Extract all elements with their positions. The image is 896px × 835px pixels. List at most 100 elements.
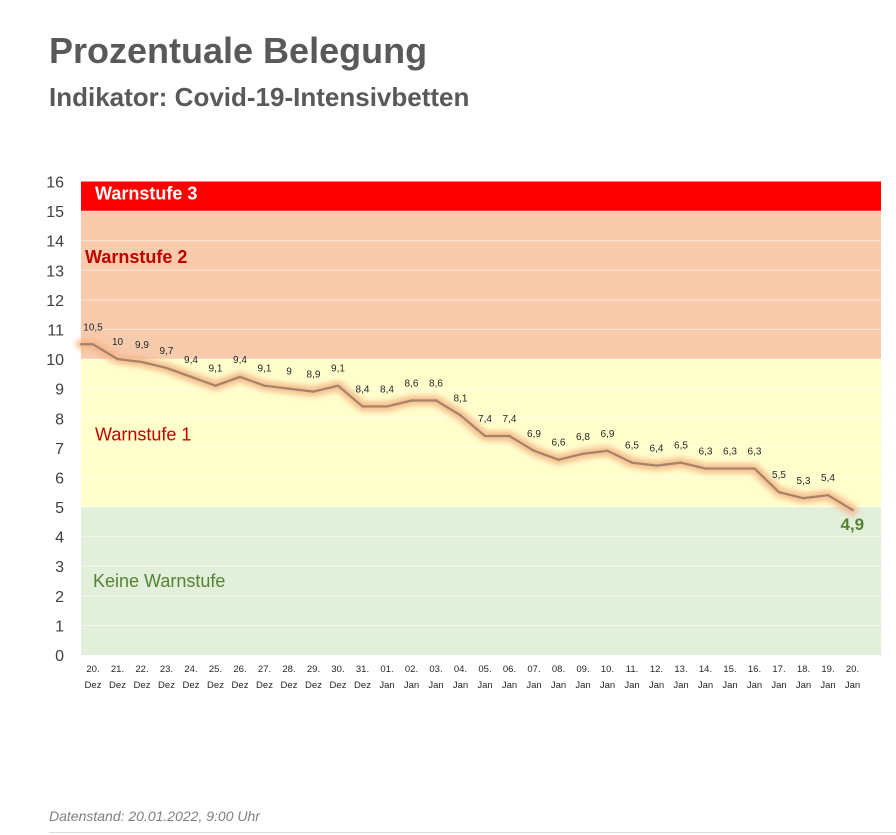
y-tick-label: 16 <box>46 175 64 192</box>
data-timestamp: Datenstand: 20.01.2022, 9:00 Uhr <box>49 808 260 824</box>
x-tick-month: Jan <box>453 680 468 691</box>
keine-warnstufe-label: Keine Warnstufe <box>93 571 225 591</box>
data-point <box>508 434 511 438</box>
y-tick-label: 10 <box>46 352 64 369</box>
value-label: 9,1 <box>331 364 345 375</box>
data-point <box>434 399 438 402</box>
value-label: 10,5 <box>83 322 103 333</box>
x-tick-month: Dez <box>232 680 249 691</box>
data-point <box>361 405 364 408</box>
data-point <box>312 390 315 393</box>
x-tick-month: Jan <box>624 680 639 691</box>
x-tick-month: Dez <box>134 680 151 691</box>
data-point <box>532 449 536 453</box>
data-point <box>91 343 95 346</box>
x-tick-month: Dez <box>207 680 224 691</box>
x-tick-day: 29. <box>307 664 320 675</box>
value-label: 8,4 <box>356 384 370 395</box>
x-tick-month: Dez <box>354 680 371 691</box>
value-label: 6,5 <box>674 441 688 452</box>
x-tick-day: 14. <box>699 664 712 675</box>
data-point <box>606 449 609 453</box>
warnstufe-3-band <box>81 181 881 212</box>
y-tick-label: 14 <box>46 234 64 251</box>
x-tick-month: Dez <box>305 680 322 691</box>
value-label: 6,4 <box>650 444 664 455</box>
data-point <box>189 375 193 379</box>
x-tick-day: 28. <box>282 664 295 675</box>
value-label: 8,9 <box>307 370 321 381</box>
x-tick-day: 01. <box>380 664 393 675</box>
y-tick-label: 15 <box>46 204 64 221</box>
y-tick-label: 11 <box>47 322 64 339</box>
value-label: 6,3 <box>748 447 762 458</box>
x-tick-month: Jan <box>477 680 492 691</box>
x-tick-month: Jan <box>526 680 541 691</box>
value-label: 5,3 <box>797 476 811 487</box>
y-tick-label: 13 <box>46 263 64 280</box>
value-label: 8,6 <box>405 378 419 389</box>
value-label: 9,1 <box>209 364 223 375</box>
warnstufe-2-band <box>81 211 881 360</box>
y-tick-label: 5 <box>55 500 64 517</box>
x-tick-month: Dez <box>281 680 298 691</box>
data-point <box>630 461 634 464</box>
x-tick-day: 22. <box>135 664 148 675</box>
data-point <box>728 467 732 470</box>
warnstufe-2-label: Warnstufe 2 <box>85 247 187 267</box>
value-label: 9,4 <box>184 355 198 366</box>
data-point <box>410 399 413 402</box>
x-tick-day: 10. <box>601 664 614 675</box>
x-tick-month: Dez <box>158 680 175 691</box>
x-tick-month: Jan <box>551 680 566 691</box>
x-tick-day: 23. <box>160 664 173 675</box>
data-point <box>679 461 683 464</box>
x-tick-month: Jan <box>404 680 419 691</box>
x-tick-day: 11. <box>626 664 639 675</box>
data-point <box>238 375 242 379</box>
latest-value-label: 4,9 <box>841 515 865 534</box>
data-point <box>336 384 340 387</box>
y-tick-label: 2 <box>55 589 64 606</box>
data-point <box>655 464 658 467</box>
y-tick-label: 8 <box>55 411 64 428</box>
x-tick-month: Jan <box>796 680 811 691</box>
x-tick-day: 08. <box>552 664 565 675</box>
x-tick-day: 05. <box>478 664 491 675</box>
x-tick-day: 30. <box>331 664 344 675</box>
value-label: 8,4 <box>380 384 394 395</box>
x-tick-month: Dez <box>256 680 273 691</box>
value-label: 5,4 <box>821 473 835 484</box>
x-tick-month: Jan <box>747 680 762 691</box>
y-tick-label: 0 <box>55 648 64 665</box>
data-point <box>826 493 830 497</box>
footer-divider <box>49 832 896 833</box>
data-point <box>802 496 805 500</box>
value-label: 6,3 <box>699 447 713 458</box>
x-tick-day: 25. <box>209 664 222 675</box>
value-label: 7,4 <box>503 414 517 425</box>
value-label: 7,4 <box>478 414 492 425</box>
x-tick-month: Jan <box>820 680 835 691</box>
value-label: 6,6 <box>552 438 566 449</box>
data-point <box>385 405 389 408</box>
value-label: 9,7 <box>160 346 174 357</box>
x-tick-month: Jan <box>845 680 860 691</box>
data-point <box>753 467 756 470</box>
x-tick-day: 27. <box>258 664 271 675</box>
x-tick-month: Dez <box>85 680 102 691</box>
y-tick-label: 9 <box>55 382 64 399</box>
data-point <box>459 414 462 417</box>
x-tick-day: 18. <box>797 664 810 675</box>
x-tick-month: Dez <box>109 680 126 691</box>
x-tick-month: Jan <box>698 680 713 691</box>
x-tick-day: 26. <box>233 664 246 675</box>
keine-warnstufe-band <box>81 507 881 655</box>
value-label: 9 <box>286 367 292 378</box>
value-label: 6,3 <box>723 447 737 458</box>
x-tick-day: 02. <box>405 664 418 675</box>
x-tick-month: Jan <box>600 680 615 691</box>
y-tick-label: 12 <box>46 293 64 310</box>
x-tick-month: Jan <box>771 680 786 691</box>
value-label: 9,1 <box>258 364 272 375</box>
